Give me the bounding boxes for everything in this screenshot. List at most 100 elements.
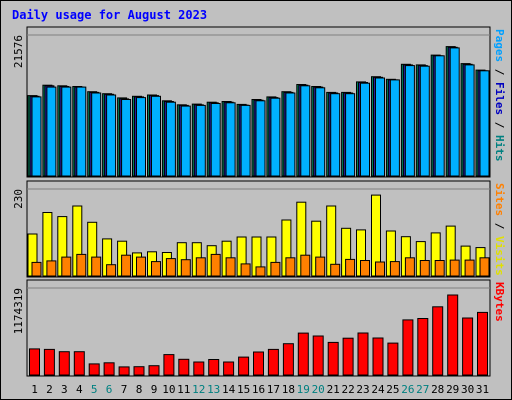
x-tick-label: 19 (297, 383, 310, 396)
bar-pages-day-19 (300, 85, 311, 177)
legend-separator: / (493, 216, 506, 236)
bar-pages-day-9 (151, 95, 161, 177)
bar-kbytes-day-15 (238, 356, 250, 376)
bar-pages-day-14 (225, 102, 236, 177)
bar-pages-day-7 (121, 99, 132, 177)
bar-kbytes-day-13 (208, 359, 220, 376)
bar-pages-day-10 (165, 101, 176, 177)
x-tick-label: 25 (386, 383, 399, 396)
bar-sites-day-13 (210, 253, 221, 277)
bar-kbytes-day-31 (477, 311, 488, 376)
panel-max-label: 21576 (12, 35, 25, 68)
x-tick-label: 29 (446, 383, 459, 396)
bar-kbytes-day-16 (253, 351, 264, 376)
x-tick-label: 15 (237, 383, 250, 396)
bar-kbytes-day-23 (357, 332, 369, 376)
bar-pages-day-31 (479, 70, 490, 177)
bar-pages-day-28 (434, 55, 445, 177)
bar-sites-day-14 (225, 257, 236, 277)
bar-pages-day-3 (61, 86, 72, 177)
bar-kbytes-day-2 (43, 348, 55, 376)
x-tick-label: 7 (121, 383, 128, 396)
bar-sites-day-18 (285, 257, 296, 277)
x-tick-label: 16 (252, 383, 265, 396)
bar-sites-day-9 (151, 261, 161, 277)
panel-legend: KBytes (493, 282, 506, 322)
panel-visits: 230 Sites / Visits (12, 180, 506, 278)
x-tick-label: 11 (177, 383, 190, 396)
bar-kbytes-day-14 (223, 361, 235, 376)
x-tick-label: 4 (76, 383, 83, 396)
x-tick-label: 6 (106, 383, 113, 396)
bar-sites-day-31 (479, 257, 490, 277)
panel-kbytes: 1174319 KBytes (12, 279, 506, 377)
panel-border (26, 26, 491, 178)
bar-kbytes-day-29 (447, 294, 459, 376)
bar-pages-day-20 (315, 87, 326, 177)
bar-pages-day-25 (389, 79, 400, 177)
bar-kbytes-day-4 (73, 351, 85, 376)
bar-kbytes-day-25 (387, 342, 399, 376)
x-tick-label: 2 (46, 383, 53, 396)
bar-pages-day-29 (449, 47, 460, 177)
bar-kbytes-day-24 (372, 337, 384, 376)
bar-sites-day-2 (46, 260, 57, 277)
bar-sites-day-7 (121, 254, 132, 277)
x-tick-label: 3 (61, 383, 68, 396)
x-tick-label: 1 (31, 383, 38, 396)
panel-border (26, 279, 491, 377)
panel-border (26, 180, 491, 278)
bar-kbytes-day-3 (58, 351, 70, 376)
bar-kbytes-day-21 (327, 341, 339, 376)
bar-pages-day-24 (375, 77, 385, 177)
x-tick-label: 21 (327, 383, 340, 396)
x-tick-label: 24 (371, 383, 385, 396)
legend-sites: Sites (493, 183, 506, 216)
bar-kbytes-day-8 (133, 366, 145, 376)
legend-visits: Visits (493, 236, 506, 276)
bar-pages-day-17 (270, 97, 281, 177)
chart-title: Daily usage for August 2023 (12, 8, 207, 22)
bar-pages-day-4 (76, 86, 87, 177)
panel-legend: Sites / Visits (493, 183, 506, 276)
x-tick-label: 8 (136, 383, 143, 396)
bar-pages-day-27 (419, 65, 430, 177)
x-tick-label: 9 (151, 383, 158, 396)
bar-pages-day-21 (330, 93, 341, 177)
series-kbytes (29, 294, 488, 376)
bar-kbytes-day-7 (118, 366, 130, 376)
x-tick-label: 13 (207, 383, 220, 396)
bar-sites-day-1 (31, 261, 42, 277)
panel-max-label: 1174319 (12, 288, 25, 334)
bar-kbytes-day-28 (432, 306, 444, 376)
bar-sites-day-12 (195, 257, 206, 277)
bar-sites-day-25 (389, 261, 400, 277)
legend-files: Files (493, 82, 506, 115)
x-tick-label: 12 (192, 383, 205, 396)
bar-sites-day-4 (76, 253, 87, 277)
bar-pages-day-13 (210, 103, 221, 177)
bar-sites-day-29 (449, 259, 460, 277)
series-pages (31, 47, 490, 177)
bar-pages-day-2 (46, 86, 57, 177)
x-tick-label: 28 (431, 383, 444, 396)
bar-kbytes-day-12 (193, 361, 205, 376)
x-tick-label: 26 (401, 383, 414, 396)
bar-kbytes-day-27 (417, 318, 429, 376)
legend-separator: / (493, 62, 506, 82)
bar-pages-day-30 (464, 64, 475, 177)
x-tick-label: 22 (341, 383, 354, 396)
bar-sites-day-5 (91, 256, 102, 277)
bar-pages-day-26 (404, 65, 415, 177)
bar-sites-day-11 (180, 259, 191, 277)
bar-kbytes-day-26 (402, 319, 414, 376)
bar-kbytes-day-22 (342, 337, 354, 376)
bar-sites-day-23 (360, 260, 370, 277)
bar-pages-day-11 (180, 105, 191, 177)
bar-pages-day-22 (345, 93, 356, 177)
bar-pages-day-1 (31, 96, 42, 177)
legend-pages: Pages (493, 29, 506, 62)
legend-kbytes: KBytes (493, 282, 506, 322)
bar-sites-day-28 (434, 260, 445, 277)
